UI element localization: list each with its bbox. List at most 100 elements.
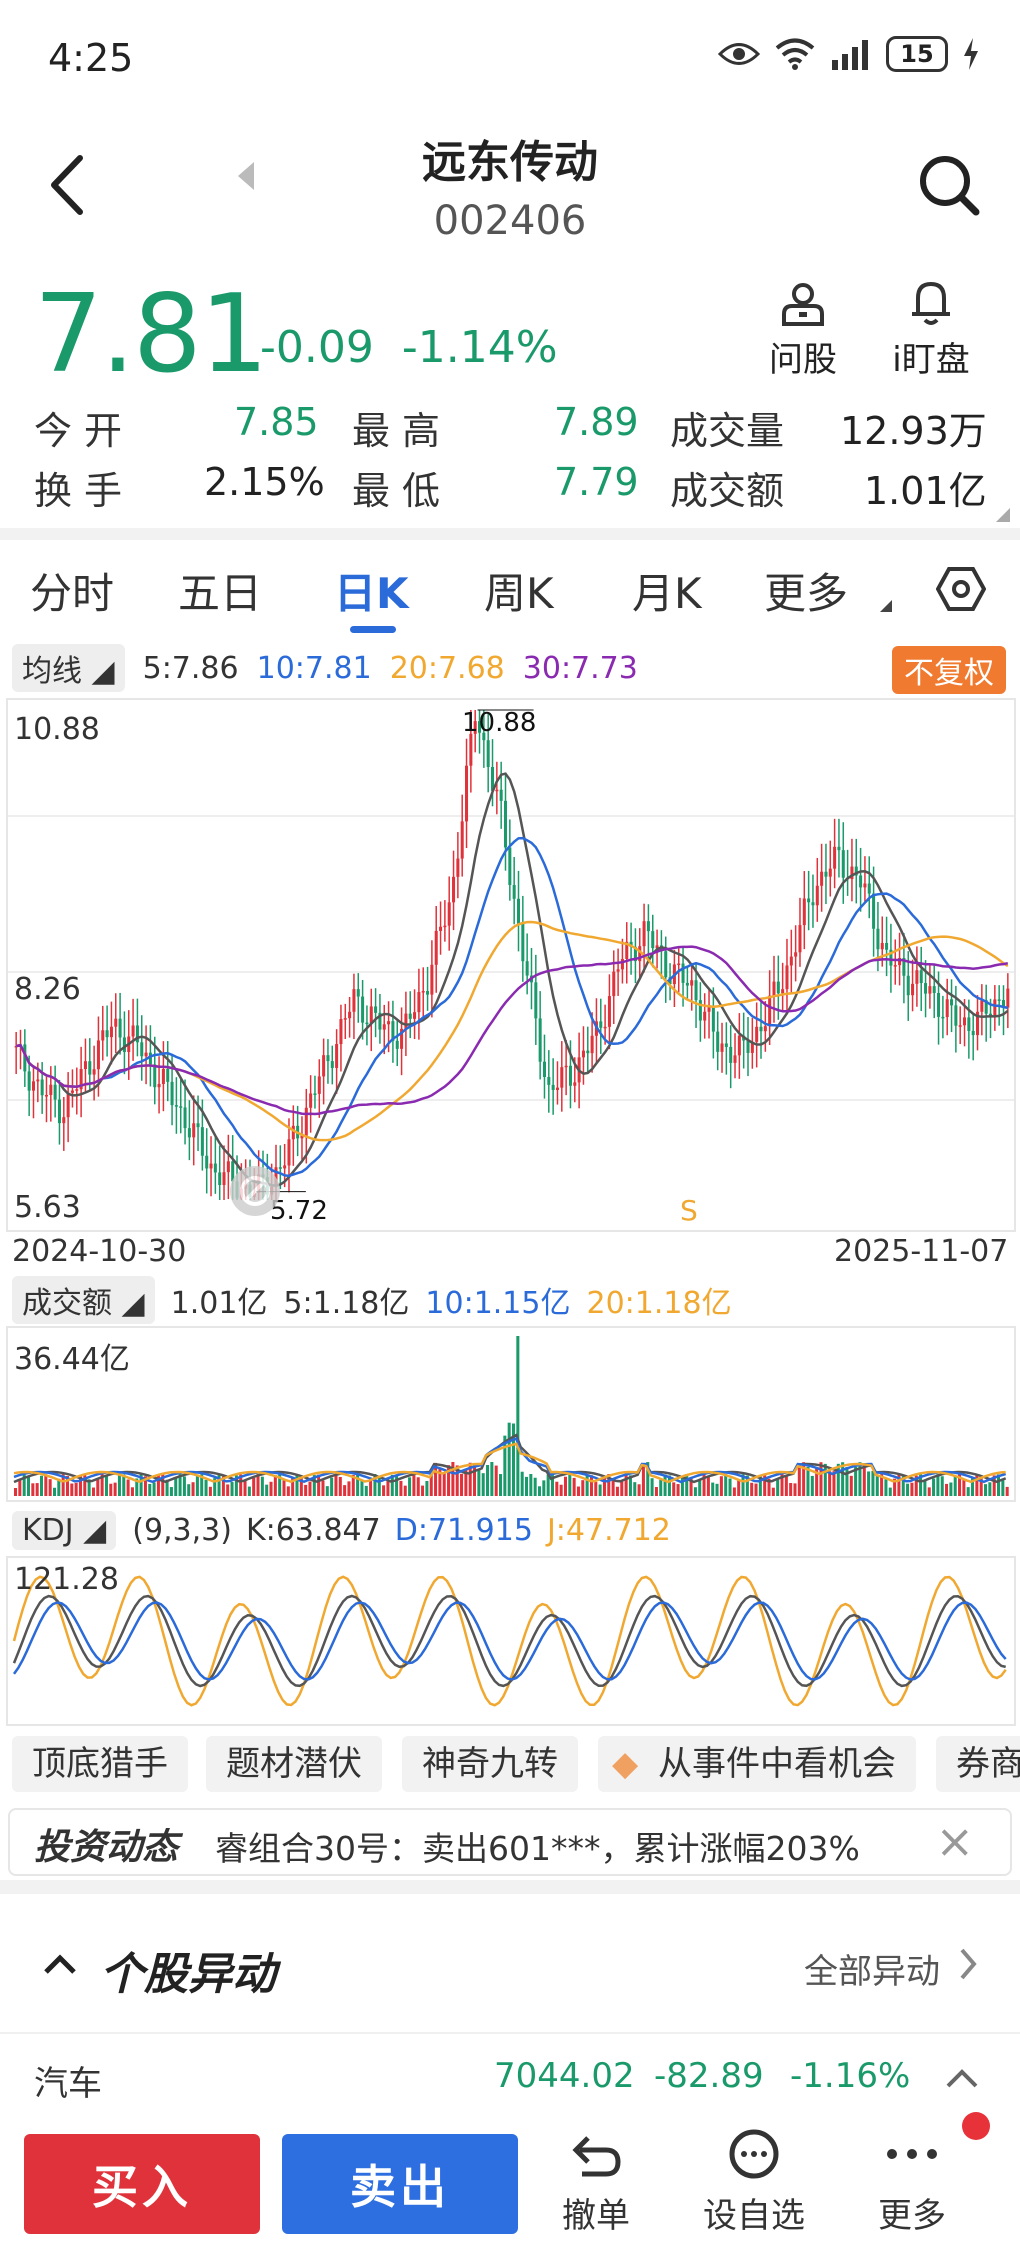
volume-bar xyxy=(217,1474,221,1496)
ma-selector[interactable]: 均线 ◢ xyxy=(12,644,125,692)
current-price: 7.81 xyxy=(34,272,268,397)
tab-daily-k[interactable]: 日K xyxy=(334,569,409,618)
chevron-up-icon[interactable] xyxy=(42,1952,78,1976)
chip-broker[interactable]: 券商 xyxy=(936,1736,1020,1792)
volume-bar xyxy=(776,1479,780,1496)
candle-body xyxy=(96,1040,100,1070)
float-hide-icon[interactable] xyxy=(230,1166,280,1216)
candle-body xyxy=(941,1016,945,1019)
volume-bar xyxy=(741,1474,745,1496)
diamond-icon: ◆ xyxy=(612,1744,639,1784)
volume-bar xyxy=(971,1478,975,1496)
chevron-up-icon[interactable] xyxy=(944,2066,980,2090)
candle-body xyxy=(503,800,508,848)
high-value: 7.89 xyxy=(554,400,639,444)
kline-chart[interactable]: 10.88 8.26 5.63 10.88 5.72 S xyxy=(6,698,1016,1232)
chip-nine-turn[interactable]: 神奇九转 xyxy=(402,1736,578,1792)
watch-button[interactable]: i盯盘 xyxy=(886,280,976,381)
volume-bar xyxy=(771,1487,775,1496)
candle-body xyxy=(92,1069,96,1075)
volume-bar xyxy=(304,1484,308,1496)
volume-bar xyxy=(182,1476,186,1496)
candle-body xyxy=(439,926,443,931)
candle-body xyxy=(967,1017,971,1031)
all-abnormal-link[interactable]: 全部异动 xyxy=(804,1952,940,1992)
volume-bar xyxy=(793,1483,797,1496)
kline-svg xyxy=(8,709,1014,1200)
volume-bar xyxy=(650,1478,654,1496)
candle-body xyxy=(521,923,525,962)
y-axis-mid-label: 8.26 xyxy=(14,972,81,1007)
adjust-button[interactable]: 不复权 xyxy=(892,646,1006,694)
candle-body xyxy=(157,1083,161,1088)
date-end: 2025-11-07 xyxy=(834,1234,1009,1269)
tab-weekly-k[interactable]: 周K xyxy=(484,569,554,618)
more-button[interactable]: 更多 xyxy=(852,2128,972,2237)
volume-bar xyxy=(611,1478,615,1496)
volume-bar xyxy=(581,1480,585,1496)
candle-body xyxy=(876,928,880,950)
volume-bar xyxy=(914,1475,918,1496)
kdj-selector[interactable]: KDJ ◢ xyxy=(12,1510,117,1550)
candle-body xyxy=(824,871,828,877)
buy-button[interactable]: 买入 xyxy=(24,2134,260,2234)
candle-body xyxy=(460,821,464,859)
low-value: 7.79 xyxy=(554,460,639,504)
volume-bar xyxy=(447,1465,451,1496)
volume-bar xyxy=(667,1475,671,1496)
volume-bar xyxy=(594,1481,598,1496)
tab-more[interactable]: 更多 xyxy=(764,569,849,618)
close-icon[interactable]: × xyxy=(935,1814,974,1868)
volume-bar xyxy=(208,1486,212,1496)
active-tab-indicator xyxy=(350,626,396,633)
add-watchlist-button[interactable]: 设自选 xyxy=(694,2128,814,2237)
candle-body xyxy=(283,1165,287,1169)
sell-button[interactable]: 卖出 xyxy=(282,2134,518,2234)
volume-bar xyxy=(122,1474,126,1496)
charging-icon xyxy=(964,38,978,70)
candle-body xyxy=(400,1028,404,1049)
tab-intraday[interactable]: 分时 xyxy=(30,569,115,618)
volume-bar xyxy=(273,1475,277,1496)
volume-bar xyxy=(858,1462,862,1496)
chevron-right-icon[interactable] xyxy=(956,1946,980,1982)
investment-news-bar[interactable]: 投资动态 睿组合30号：卖出601***，累计涨幅203% × xyxy=(8,1808,1012,1876)
tab-monthly-k[interactable]: 月K xyxy=(632,569,702,618)
candle-body xyxy=(906,975,910,996)
chip-event[interactable]: ◆ 从事件中看机会 xyxy=(598,1736,916,1792)
cancel-order-button[interactable]: 撤单 xyxy=(536,2128,656,2237)
candle-body xyxy=(950,999,954,1006)
candle-body xyxy=(958,1025,962,1027)
turnover-value: 2.15% xyxy=(204,460,325,504)
tab-five-day[interactable]: 五日 xyxy=(178,569,263,618)
volume-bar xyxy=(615,1486,619,1496)
undo-icon xyxy=(572,2136,621,2177)
ask-stock-button[interactable]: 问股 xyxy=(758,280,848,381)
volume-bar xyxy=(48,1479,52,1496)
volume-selector[interactable]: 成交额 ◢ xyxy=(12,1276,155,1324)
chip-theme[interactable]: 题材潜伏 xyxy=(206,1736,382,1792)
industry-row[interactable]: 汽车 7044.02 -82.89 -1.16% xyxy=(0,2032,1020,2122)
candle-body xyxy=(88,1061,92,1075)
candle-body xyxy=(213,1163,217,1173)
candle-body xyxy=(685,982,689,986)
candle-body xyxy=(352,989,356,1012)
search-icon[interactable] xyxy=(914,150,984,220)
candle-body xyxy=(499,789,503,801)
volume-bar xyxy=(923,1479,927,1496)
back-icon[interactable] xyxy=(40,150,100,220)
abnormal-section-header[interactable]: 个股异动 全部异动 xyxy=(0,1900,1020,2030)
chip-bottom-hunter[interactable]: 顶底猎手 xyxy=(12,1736,188,1792)
volume-bar xyxy=(810,1475,814,1496)
expand-corner-icon[interactable] xyxy=(996,508,1010,522)
volume-bar xyxy=(750,1482,754,1496)
prev-stock-arrow-icon[interactable] xyxy=(238,162,254,190)
volume-chart[interactable]: 36.44亿 xyxy=(6,1326,1016,1502)
settings-hexagon-icon[interactable] xyxy=(936,564,986,614)
volume-bar xyxy=(486,1465,490,1496)
candle-body xyxy=(988,1013,993,1016)
volume-value: 1.01亿 xyxy=(170,1286,268,1321)
kdj-chart[interactable]: 121.28 xyxy=(6,1556,1016,1726)
candle-body xyxy=(317,1076,321,1094)
candle-body xyxy=(101,1030,105,1041)
